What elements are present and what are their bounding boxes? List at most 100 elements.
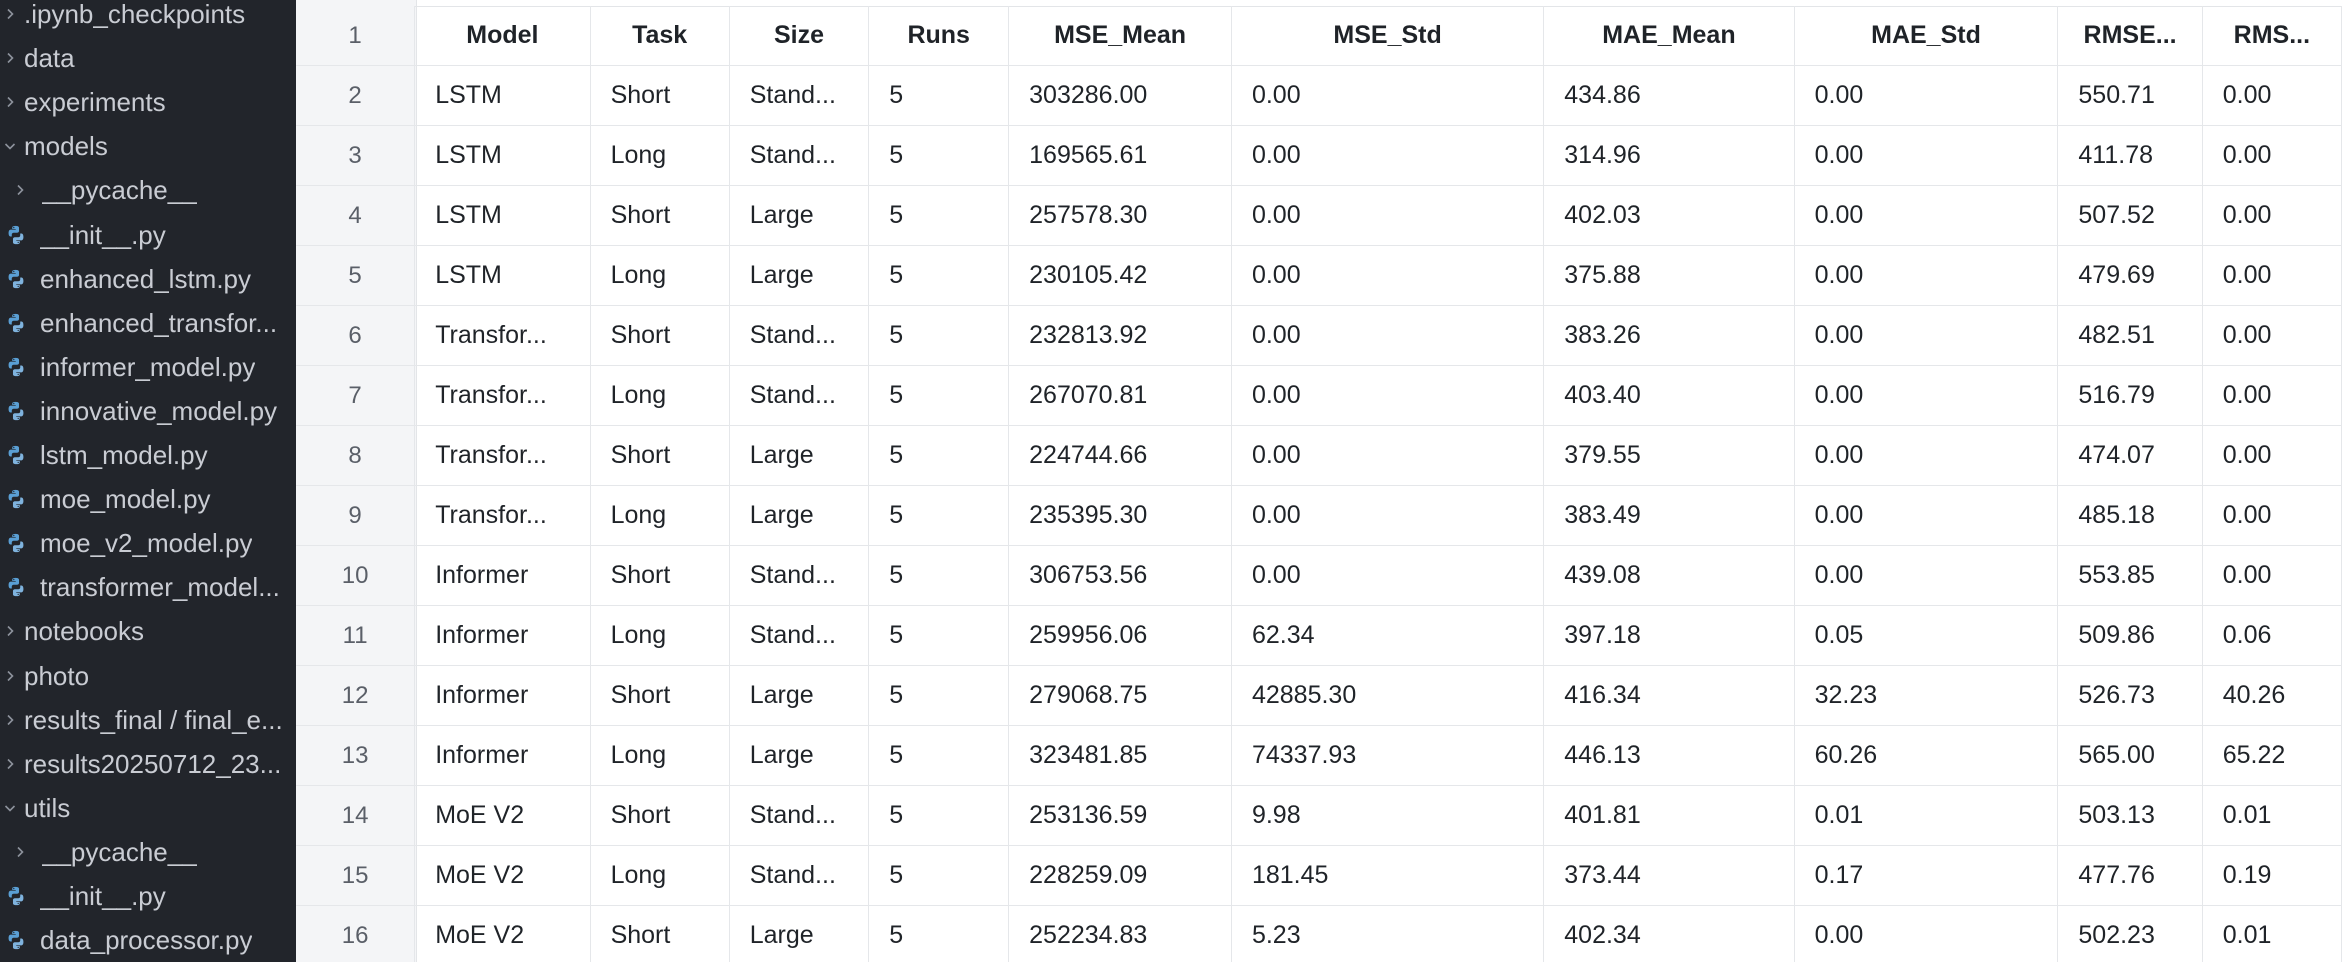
table-cell[interactable]: LSTM [414,125,591,186]
table-cell[interactable]: Large [729,905,870,962]
table-cell[interactable]: Long [590,365,730,426]
table-cell[interactable]: 439.08 [1543,545,1795,606]
table-cell[interactable]: 0.00 [1231,365,1545,426]
chevron-right-icon[interactable] [0,654,20,698]
column-header[interactable]: MAE_Std [1794,6,2059,66]
table-cell[interactable]: 5 [868,545,1010,606]
row-number[interactable]: 2 [296,65,416,126]
table-cell[interactable]: 485.18 [2057,485,2203,546]
file-item-moe-v2-model-py[interactable]: moe_v2_model.py [0,521,296,565]
table-cell[interactable]: 5 [868,245,1010,306]
table-cell[interactable]: Short [590,185,730,246]
row-number[interactable]: 12 [296,665,416,726]
table-cell[interactable]: 5 [868,665,1010,726]
table-cell[interactable]: 509.86 [2057,605,2203,666]
table-cell[interactable]: 42885.30 [1231,665,1545,726]
chevron-right-icon[interactable] [0,609,20,653]
table-cell[interactable]: 252234.83 [1008,905,1232,962]
file-item-innovative-model-py[interactable]: innovative_model.py [0,389,296,433]
table-cell[interactable]: 0.06 [2202,605,2342,666]
row-number[interactable]: 7 [296,365,416,426]
table-cell[interactable]: Short [590,305,730,366]
table-cell[interactable]: 253136.59 [1008,785,1232,846]
table-cell[interactable]: 402.34 [1543,905,1795,962]
table-cell[interactable]: Stand... [729,545,870,606]
table-cell[interactable]: 383.49 [1543,485,1795,546]
table-cell[interactable]: 5.23 [1231,905,1545,962]
table-cell[interactable]: LSTM [414,65,591,126]
table-cell[interactable]: 0.00 [2202,485,2342,546]
table-cell[interactable]: 303286.00 [1008,65,1232,126]
column-header[interactable]: RMS... [2202,6,2342,66]
table-cell[interactable]: 74337.93 [1231,725,1545,786]
table-cell[interactable]: 0.00 [1231,545,1545,606]
table-cell[interactable]: 0.00 [2202,365,2342,426]
table-cell[interactable]: Informer [414,725,591,786]
table-cell[interactable]: 0.00 [1231,125,1545,186]
table-cell[interactable]: 181.45 [1231,845,1545,906]
table-cell[interactable]: Short [590,545,730,606]
table-cell[interactable]: 5 [868,125,1010,186]
table-cell[interactable]: 0.01 [2202,905,2342,962]
row-number[interactable]: 14 [296,785,416,846]
row-number[interactable]: 15 [296,845,416,906]
table-cell[interactable]: Short [590,785,730,846]
table-cell[interactable]: 232813.92 [1008,305,1232,366]
table-cell[interactable]: 0.00 [1794,425,2059,486]
file-item-moe-model-py[interactable]: moe_model.py [0,477,296,521]
table-cell[interactable]: 0.00 [2202,65,2342,126]
table-cell[interactable]: 446.13 [1543,725,1795,786]
table-cell[interactable]: Informer [414,545,591,606]
table-cell[interactable]: LSTM [414,185,591,246]
column-header[interactable]: MSE_Std [1231,6,1545,66]
folder-item-ipynb-checkpoints[interactable]: .ipynb_checkpoints [0,0,296,36]
table-cell[interactable]: 0.00 [2202,545,2342,606]
table-cell[interactable]: 5 [868,485,1010,546]
file-item-enhanced-transfor[interactable]: enhanced_transfor... [0,301,296,345]
chevron-right-icon[interactable] [0,80,20,124]
chevron-right-icon[interactable] [0,36,20,80]
table-cell[interactable]: Long [590,845,730,906]
table-cell[interactable]: 550.71 [2057,65,2203,126]
table-cell[interactable]: Long [590,245,730,306]
table-cell[interactable]: LSTM [414,245,591,306]
table-cell[interactable]: 169565.61 [1008,125,1232,186]
table-cell[interactable]: 0.00 [1231,485,1545,546]
table-cell[interactable]: 434.86 [1543,65,1795,126]
table-cell[interactable]: 5 [868,65,1010,126]
row-number[interactable]: 1 [296,6,416,66]
table-cell[interactable]: MoE V2 [414,785,591,846]
table-cell[interactable]: 60.26 [1794,725,2059,786]
row-number[interactable]: 3 [296,125,416,186]
table-cell[interactable]: 32.23 [1794,665,2059,726]
column-header[interactable]: MSE_Mean [1008,6,1232,66]
table-cell[interactable]: 503.13 [2057,785,2203,846]
table-cell[interactable]: Long [590,485,730,546]
table-cell[interactable]: 401.81 [1543,785,1795,846]
table-cell[interactable]: 279068.75 [1008,665,1232,726]
file-item-data-processor-py[interactable]: data_processor.py [0,918,296,962]
folder-item-experiments[interactable]: experiments [0,80,296,124]
table-cell[interactable]: 0.00 [1794,545,2059,606]
table-cell[interactable]: 403.40 [1543,365,1795,426]
table-cell[interactable]: 397.18 [1543,605,1795,666]
table-cell[interactable]: 0.00 [2202,245,2342,306]
column-header[interactable]: Task [590,6,730,66]
table-cell[interactable]: Long [590,125,730,186]
table-cell[interactable]: 379.55 [1543,425,1795,486]
table-cell[interactable]: Stand... [729,845,870,906]
table-cell[interactable]: Informer [414,665,591,726]
chevron-right-icon[interactable] [0,0,20,36]
table-cell[interactable]: 0.00 [1794,305,2059,366]
folder-item-notebooks[interactable]: notebooks [0,609,296,653]
row-number[interactable]: 16 [296,905,416,962]
folder-item-pycache[interactable]: __pycache__ [0,830,296,874]
table-cell[interactable]: 0.00 [1231,245,1545,306]
table-cell[interactable]: Short [590,665,730,726]
table-cell[interactable]: Stand... [729,785,870,846]
table-cell[interactable]: Large [729,485,870,546]
file-item-lstm-model-py[interactable]: lstm_model.py [0,433,296,477]
table-cell[interactable]: 0.00 [1794,65,2059,126]
table-cell[interactable]: 0.19 [2202,845,2342,906]
table-cell[interactable]: 565.00 [2057,725,2203,786]
